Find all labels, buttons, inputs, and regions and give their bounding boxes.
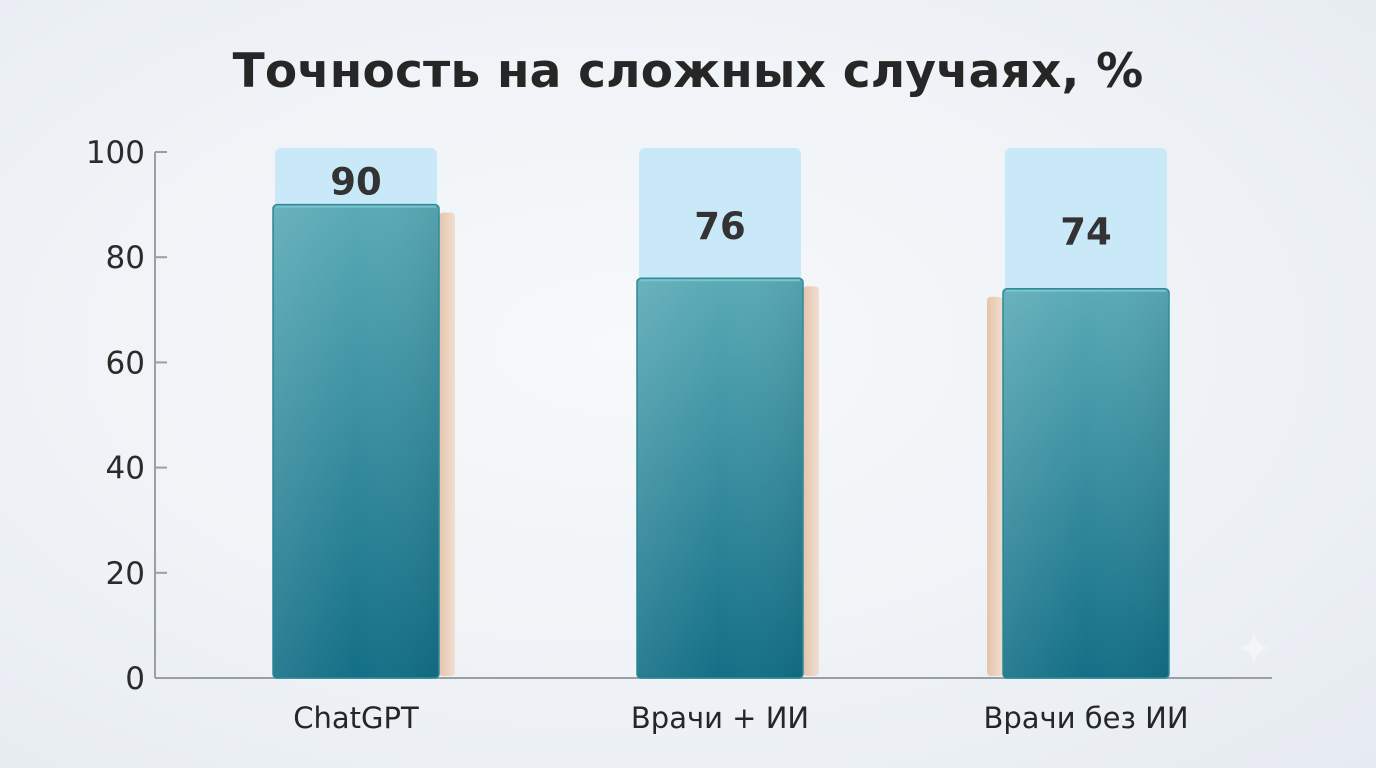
y-tick-label: 100 [86, 135, 145, 171]
y-tick-label: 60 [106, 345, 145, 381]
sparkle-icon: ✦ [1235, 624, 1273, 675]
value-label: 74 [1060, 210, 1112, 253]
y-tick-label: 0 [125, 661, 145, 697]
value-label-box [275, 148, 437, 211]
value-label-box [639, 148, 801, 285]
value-label: 76 [694, 205, 746, 248]
bar-gloss [638, 279, 802, 677]
bar-side-shadow [987, 296, 1003, 676]
y-tick-label: 20 [106, 556, 145, 592]
bar-side-shadow [439, 212, 455, 676]
value-label: 90 [330, 160, 382, 203]
y-tick-label: 40 [106, 451, 145, 487]
chart-title: Точность на сложных случаях, % [232, 44, 1144, 99]
value-label-box [1005, 148, 1167, 295]
category-label: ChatGPT [293, 701, 419, 735]
category-label: Врачи без ИИ [983, 701, 1188, 735]
category-label: Врачи + ИИ [631, 701, 809, 735]
bar-side-shadow [803, 286, 819, 676]
bar-gloss [1004, 289, 1168, 677]
y-tick-label: 80 [106, 240, 145, 276]
bar-gloss [274, 205, 438, 677]
